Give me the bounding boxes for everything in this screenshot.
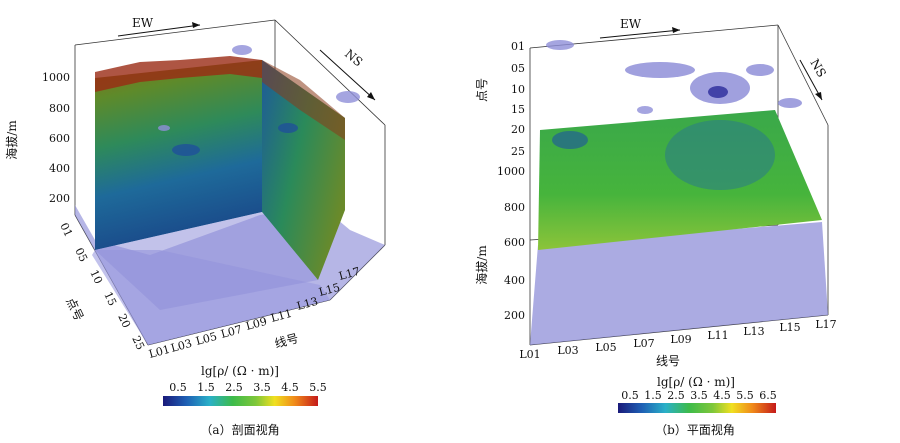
panel-a-line-tick: L09 xyxy=(244,315,268,333)
panel-a-z-tick: 800 xyxy=(49,102,70,115)
panel-b-line-tick: L03 xyxy=(557,344,578,357)
panel-a-z-tick: 600 xyxy=(49,132,70,145)
panel-a-top-band xyxy=(95,56,262,92)
panel-b-colorbar-tick: 6.5 xyxy=(759,389,777,402)
panel-a-side-top xyxy=(262,60,345,140)
panel-a-point-tick: 01 xyxy=(57,221,75,239)
panel-a-ns-label: NS xyxy=(342,47,365,70)
panel-b-point-tick: 05 xyxy=(511,62,525,75)
panel-b-ew-arrow: EW xyxy=(599,17,681,39)
panel-b-patch-2 xyxy=(625,62,695,78)
panel-b-colorbar-tick: 0.5 xyxy=(621,389,639,402)
panel-a-colorbar: lg[ρ/ (Ω · m)] 0.5 1.5 2.5 3.5 4.5 5.5 xyxy=(163,364,327,406)
panel-b-caption: （b）平面视角 xyxy=(655,422,735,437)
panel-a-colorbar-tick: 1.5 xyxy=(197,381,215,394)
panel-b-z-tick: 400 xyxy=(504,274,525,287)
panel-a-line-axis: L01 L03 L05 L07 L09 L11 L13 L15 L17 线号 xyxy=(147,265,361,361)
panel-b-line-axis: L01 L03 L05 L07 L09 L11 L13 L15 L17 线号 xyxy=(519,318,836,368)
panel-b-colorbar-tick: 2.5 xyxy=(667,389,685,402)
panel-a-line-tick: L17 xyxy=(337,265,361,283)
panel-a-line-tick: L07 xyxy=(219,323,243,341)
panel-a-colorbar-tick: 2.5 xyxy=(225,381,243,394)
panel-b-line-tick: L15 xyxy=(779,321,800,334)
panel-b-patch-5 xyxy=(746,64,774,76)
panel-a-colorbar-tick: 0.5 xyxy=(169,381,187,394)
panel-a-z-tick: 1000 xyxy=(42,71,70,84)
panel-b-colorbar-tick: 1.5 xyxy=(644,389,662,402)
panel-a-point-tick: 15 xyxy=(101,290,119,308)
panel-b-z-tick: 600 xyxy=(504,236,525,249)
panel-b-low-resistivity-zone xyxy=(665,120,775,190)
panel-a-slice-floor xyxy=(95,212,318,310)
panel-b-point-tick: 01 xyxy=(511,40,525,53)
panel-b: EW NS 01 05 10 15 20 25 点号 1000 800 600 … xyxy=(474,17,837,437)
panel-b-line-tick: L05 xyxy=(595,341,616,354)
panel-a-z-label: 海拔/m xyxy=(4,120,19,160)
panel-b-z-tick: 1000 xyxy=(497,165,525,178)
panel-b-line-label: 线号 xyxy=(656,354,680,368)
panel-b-point-tick: 25 xyxy=(511,145,525,158)
panel-a-z-axis: 1000 800 600 400 200 海拔/m xyxy=(4,71,70,205)
panel-a: EW NS 1000 800 600 400 200 海拔/m 01 05 10… xyxy=(4,16,386,437)
panel-b-point-tick: 20 xyxy=(511,123,525,136)
panel-a-point-tick: 20 xyxy=(115,312,133,330)
panel-a-colorbar-title: lg[ρ/ (Ω · m)] xyxy=(201,364,279,378)
panel-b-patch-left xyxy=(552,131,588,149)
panel-b-colorbar-tick: 3.5 xyxy=(690,389,708,402)
panel-b-colorbar-tick: 4.5 xyxy=(713,389,731,402)
panel-b-z-tick: 800 xyxy=(504,201,525,214)
panel-a-ew-label: EW xyxy=(132,16,154,30)
panel-b-line-tick: L11 xyxy=(707,329,728,342)
panel-b-patch-7 xyxy=(637,106,653,114)
panel-a-point-tick: 10 xyxy=(87,268,105,286)
panel-b-colorbar: lg[ρ/ (Ω · m)] 0.5 1.5 2.5 3.5 4.5 5.5 6… xyxy=(618,375,777,413)
panel-a-z-tick: 400 xyxy=(49,162,70,175)
panel-b-patch-6 xyxy=(778,98,802,108)
panel-a-colorbar-ramp xyxy=(163,396,318,406)
panel-b-ew-label: EW xyxy=(620,17,642,31)
panel-a-line-tick: L15 xyxy=(317,281,341,299)
panel-b-point-tick: 10 xyxy=(511,83,525,96)
panel-a-line-tick: L05 xyxy=(194,330,218,348)
panel-a-point-label: 点号 xyxy=(63,295,86,323)
panel-a-line-tick: L03 xyxy=(169,337,193,355)
panel-b-patch-4 xyxy=(708,86,728,98)
panel-b-point-label: 点号 xyxy=(475,78,489,102)
panel-b-point-axis: 01 05 10 15 20 25 点号 xyxy=(475,40,525,158)
panel-a-patch-1 xyxy=(232,45,252,55)
panel-a-line-tick: L11 xyxy=(269,307,293,325)
panel-a-z-tick: 200 xyxy=(49,192,70,205)
panel-b-z-axis: 1000 800 600 400 200 海拔/m xyxy=(474,165,525,322)
panel-a-colorbar-tick: 5.5 xyxy=(309,381,327,394)
panel-a-caption: （a）剖面视角 xyxy=(200,422,279,437)
panel-a-patch-4 xyxy=(278,123,298,133)
panel-a-point-tick: 05 xyxy=(72,246,90,264)
panel-a-patch-5 xyxy=(158,125,170,131)
panel-a-point-tick: 25 xyxy=(129,334,147,352)
panel-a-ew-arrow: EW xyxy=(117,16,201,37)
panel-b-colorbar-title: lg[ρ/ (Ω · m)] xyxy=(657,375,735,389)
panel-b-colorbar-ramp xyxy=(618,403,776,413)
panel-b-isosurface-lower xyxy=(530,222,828,345)
panel-b-line-tick: L09 xyxy=(670,333,691,346)
panel-a-patch-2 xyxy=(336,91,360,103)
panel-b-colorbar-tick: 5.5 xyxy=(736,389,754,402)
panel-b-line-tick: L13 xyxy=(743,325,764,338)
panel-a-patch-3 xyxy=(172,144,200,156)
panel-b-line-tick: L17 xyxy=(815,318,836,331)
panel-b-z-tick: 200 xyxy=(504,309,525,322)
panel-b-line-tick: L01 xyxy=(519,348,540,361)
panel-b-line-tick: L07 xyxy=(633,337,654,350)
panel-b-patch-1 xyxy=(546,40,574,50)
panel-a-line-tick: L13 xyxy=(295,295,319,313)
panel-b-ns-label: NS xyxy=(807,57,828,80)
panel-a-colorbar-tick: 3.5 xyxy=(253,381,271,394)
panel-a-line-label: 线号 xyxy=(273,331,300,351)
panel-a-colorbar-tick: 4.5 xyxy=(281,381,299,394)
panel-b-z-label: 海拔/m xyxy=(474,245,489,285)
panel-a-line-tick: L01 xyxy=(147,343,171,361)
panel-b-point-tick: 15 xyxy=(511,103,525,116)
